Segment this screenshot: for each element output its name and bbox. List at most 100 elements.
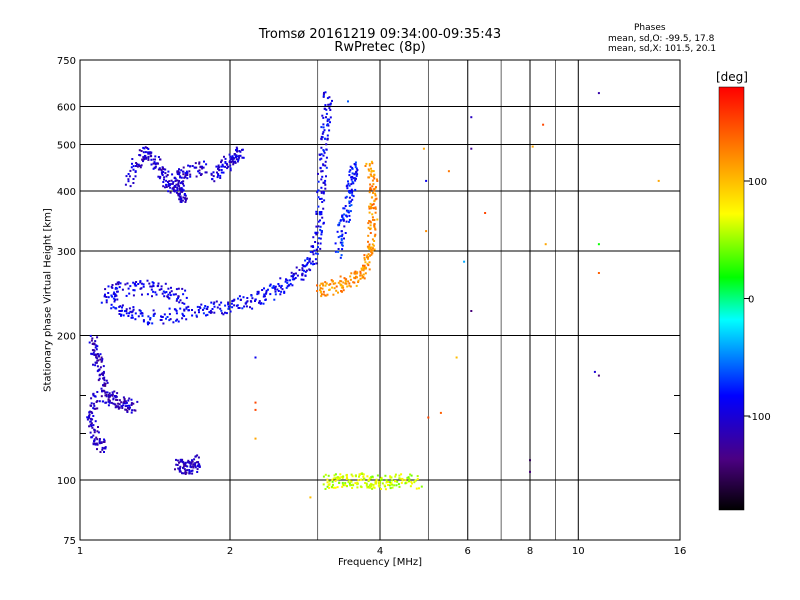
echo-point — [172, 321, 175, 324]
echo-point — [110, 307, 113, 310]
echo-point — [102, 370, 105, 373]
echo-point — [316, 290, 319, 292]
echo-point — [172, 293, 175, 296]
echo-point — [183, 302, 186, 305]
echo-point — [169, 294, 172, 297]
echo-point — [324, 281, 327, 284]
echo-point — [152, 309, 155, 312]
echo-point — [320, 213, 323, 216]
echo-point — [286, 279, 289, 282]
echo-point — [146, 321, 149, 324]
echo-point — [121, 288, 124, 291]
echo-point — [323, 151, 326, 154]
echo-point — [309, 269, 312, 272]
echo-point — [320, 293, 323, 296]
echo-point — [179, 465, 182, 468]
echo-point — [384, 488, 387, 491]
echo-point — [111, 391, 114, 394]
echo-point — [144, 155, 147, 158]
echo-point — [104, 383, 107, 385]
echo-point — [342, 207, 345, 210]
echo-point — [357, 281, 360, 283]
echo-point — [90, 422, 93, 425]
echo-point — [92, 351, 95, 354]
x-tick-label: 10 — [572, 546, 585, 557]
echo-point — [88, 425, 91, 428]
echo-point — [321, 170, 324, 173]
echo-point — [350, 272, 353, 275]
echo-point — [347, 481, 350, 483]
echo-point — [99, 353, 102, 356]
echo-point — [180, 169, 183, 172]
echo-point — [345, 220, 348, 223]
echo-point — [324, 488, 327, 490]
echo-point — [197, 465, 200, 468]
echo-point — [342, 281, 345, 284]
echo-point — [327, 103, 330, 106]
echo-point — [159, 168, 162, 171]
echo-point — [369, 220, 372, 223]
echo-point — [294, 272, 297, 275]
echo-point — [346, 184, 349, 187]
echo-point — [216, 171, 218, 174]
echo-point — [337, 248, 340, 250]
echo-point — [470, 116, 473, 119]
echo-point — [238, 156, 241, 159]
echo-point — [182, 170, 185, 173]
echo-point — [116, 392, 119, 395]
x-tick-label: 6 — [465, 546, 471, 557]
echo-point — [183, 315, 186, 317]
echo-point — [215, 165, 218, 168]
echo-point — [233, 157, 235, 160]
echo-point — [337, 236, 340, 239]
echo-point — [236, 160, 239, 163]
echo-point — [108, 395, 111, 398]
echo-point — [117, 283, 120, 286]
echo-point — [190, 461, 193, 464]
echo-point — [362, 273, 365, 276]
echo-point — [470, 147, 473, 150]
echo-point — [194, 455, 197, 458]
echo-point — [333, 474, 336, 477]
echo-point — [180, 189, 183, 192]
echo-point — [374, 194, 377, 197]
echo-point — [97, 426, 99, 428]
echo-point — [182, 189, 185, 192]
echo-point — [372, 170, 375, 173]
echo-point — [231, 155, 234, 158]
echo-point — [96, 430, 99, 433]
echo-point — [314, 232, 317, 234]
echo-point — [150, 288, 153, 291]
echo-point — [320, 231, 323, 234]
colorbar-ticks: 100 0 -100 — [744, 177, 771, 423]
echo-point — [91, 337, 94, 340]
echo-point — [92, 402, 95, 405]
echo-point — [391, 483, 394, 486]
echo-point — [113, 395, 116, 397]
echo-point — [100, 360, 103, 363]
echo-point — [117, 402, 120, 405]
echo-point — [200, 173, 203, 176]
echo-point — [154, 158, 156, 161]
echo-point — [340, 476, 343, 478]
echo-point — [184, 464, 187, 467]
echo-point — [104, 391, 107, 394]
echo-point — [408, 480, 411, 482]
echo-point — [351, 190, 354, 192]
echo-point — [131, 409, 134, 412]
echo-point — [322, 483, 325, 486]
echo-point — [186, 177, 189, 180]
echo-point — [149, 318, 152, 321]
echo-point — [97, 379, 100, 382]
echo-point — [404, 479, 407, 482]
echo-point — [389, 483, 392, 486]
echo-point — [116, 399, 119, 401]
echo-point — [110, 401, 113, 404]
echo-point — [167, 184, 170, 187]
echo-point — [166, 316, 169, 318]
echo-point — [218, 303, 221, 306]
echo-point — [189, 173, 192, 176]
echo-point — [376, 218, 379, 221]
echo-point — [147, 323, 149, 326]
echo-point — [400, 473, 403, 476]
